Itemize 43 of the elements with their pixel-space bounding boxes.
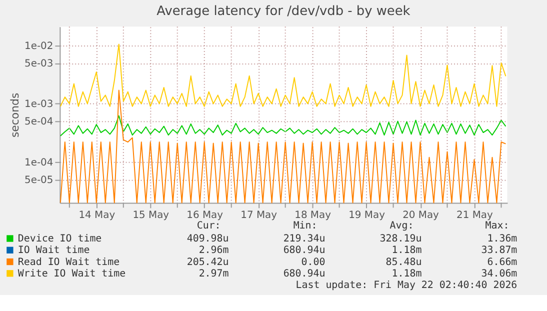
text: Max:	[485, 220, 510, 232]
text: Avg:	[390, 220, 414, 232]
x-tick-label: 21 May	[456, 210, 494, 222]
x-tick-label: 19 May	[348, 210, 386, 222]
x-tick-label: 20 May	[402, 210, 440, 222]
y-axis-title: seconds	[8, 92, 22, 138]
y-tick-label: 1e-02	[24, 40, 54, 52]
y-tick-label: 1e-03	[24, 99, 54, 110]
legend-label: Write IO Wait time	[18, 268, 126, 280]
x-tick-label: 17 May	[240, 210, 278, 222]
legend-label: Read IO Wait time	[18, 256, 120, 268]
text: 33.87m	[481, 245, 518, 256]
text: 6.66m	[487, 256, 518, 268]
y-tick-label: 5e-05	[24, 174, 54, 186]
text: 1.18m	[392, 245, 422, 256]
text: 219.34u	[283, 233, 326, 244]
y-tick-label: 5e-04	[24, 116, 54, 128]
text: 680.94u	[283, 245, 326, 256]
text: 0.00	[301, 256, 326, 268]
text: 2.97m	[198, 268, 229, 280]
chart-title: Average latency for /dev/vdb - by week	[156, 4, 411, 20]
text: 205.42u	[186, 256, 229, 268]
text: Last update: Fri May 22 02:40:40 2026	[296, 280, 518, 292]
x-tick-label: 16 May	[186, 210, 224, 222]
text: 680.94u	[283, 268, 326, 280]
x-tick-label: 18 May	[294, 210, 332, 222]
y-tick-label: 1e-04	[24, 157, 54, 168]
line-series	[60, 115, 506, 136]
line-series	[60, 44, 506, 107]
text: 409.98u	[186, 233, 229, 244]
legend-label: Device IO time	[18, 233, 102, 244]
text: 1.36m	[487, 233, 518, 244]
text: Cur:	[196, 220, 221, 232]
text: 34.06m	[481, 268, 518, 280]
x-tick-label: 14 May	[78, 210, 116, 222]
text: 2.96m	[198, 245, 229, 256]
text: 328.19u	[380, 233, 422, 244]
text: Min:	[293, 220, 318, 232]
text: 1.18m	[392, 268, 422, 280]
text: 85.48u	[386, 256, 422, 268]
y-tick-label: 5e-03	[24, 58, 54, 70]
x-tick-label: 15 May	[132, 210, 170, 222]
legend-label: IO Wait time	[18, 245, 90, 256]
